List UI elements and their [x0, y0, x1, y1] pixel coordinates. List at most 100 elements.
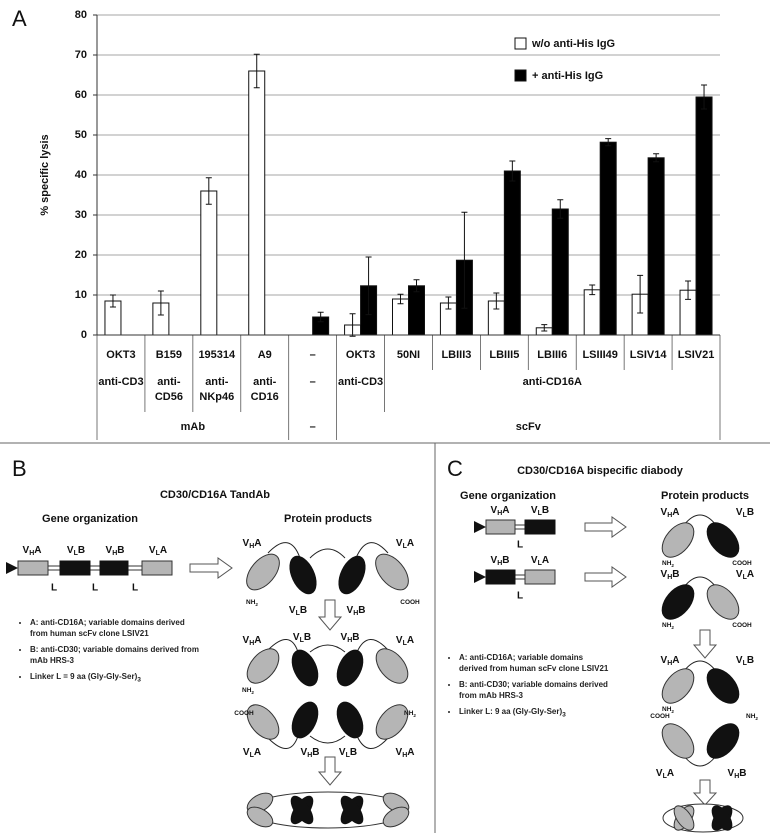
domain-label: VHA — [491, 505, 510, 518]
error-bar — [653, 153, 660, 163]
flow-arrow — [317, 599, 343, 631]
label-part: H — [29, 550, 34, 557]
domain-label: VLA — [736, 569, 754, 582]
label-part: V — [491, 505, 498, 516]
panel-title: CD30/CD16A bispecific diabody — [517, 465, 684, 477]
linker-arc — [309, 548, 346, 559]
domain-label: VLB — [531, 505, 549, 518]
error-bar — [445, 296, 452, 310]
error-bar — [701, 84, 708, 110]
label-part: L — [346, 752, 351, 759]
heading: Gene organization — [42, 513, 138, 525]
format-label: scFv — [515, 421, 541, 433]
domain-label: VHA — [661, 655, 680, 668]
domain-label: VLA — [396, 538, 414, 551]
domain-box — [59, 560, 91, 576]
label-part: V — [531, 505, 538, 516]
target-label-cell: anti-CD16A — [522, 376, 582, 388]
gene-construct — [474, 569, 556, 585]
domain-label: VHA — [243, 635, 262, 648]
label-part: B — [747, 655, 754, 666]
label-part: 2 — [671, 709, 674, 714]
y-axis-label: % specific lysis — [39, 134, 51, 215]
x-tick-label: LBIII6 — [537, 349, 567, 361]
gene-construct — [6, 560, 173, 576]
label-part: NH — [662, 560, 672, 567]
target-label-cell: – — [310, 376, 316, 388]
note: A: anti-CD16A; variable domains derived … — [30, 617, 203, 639]
linker-arc — [683, 514, 717, 526]
label-part: B — [542, 505, 549, 516]
label-part: H — [249, 640, 254, 647]
domain — [661, 522, 695, 558]
domain-box — [524, 519, 556, 535]
terminus-label: COOH — [732, 622, 752, 629]
domain — [290, 795, 314, 825]
target-label-cell: anti-CD16 — [250, 376, 279, 403]
flow-arrow — [584, 516, 627, 538]
bar — [200, 190, 218, 336]
flow-arrow — [692, 779, 718, 806]
flow-arrow — [584, 566, 627, 588]
label-part: H — [353, 610, 358, 617]
label-part: A — [160, 545, 167, 556]
note-text: Linker L = 9 aa (Gly-Gly-Ser) — [30, 672, 138, 681]
label-part: V — [661, 569, 668, 580]
linker-label: L — [517, 540, 523, 551]
domain — [289, 555, 317, 595]
domain-label: VHA — [243, 538, 262, 551]
terminus-label: NH2 — [246, 599, 258, 607]
domain-label: VLA — [531, 555, 549, 568]
target-label: anti-CD16A — [522, 376, 582, 388]
domain — [291, 701, 319, 739]
label-part: COOH — [400, 599, 420, 606]
y-tick-label: 30 — [75, 209, 87, 221]
domain — [706, 668, 740, 704]
label-part: L — [74, 550, 79, 557]
domain-label: VLA — [149, 545, 167, 558]
label-part: 2 — [413, 713, 416, 718]
linker-arc — [309, 644, 346, 653]
label-part: V — [396, 635, 403, 646]
error-bar — [397, 293, 404, 305]
label-part: H — [112, 550, 117, 557]
protein-monomer — [661, 576, 740, 620]
x-tick-label: LSIV14 — [630, 349, 668, 361]
domain — [246, 648, 280, 684]
label-part: V — [243, 747, 250, 758]
label-part: V — [289, 605, 296, 616]
heading: Protein products — [661, 490, 749, 502]
error-bar — [461, 211, 468, 309]
label-part: B — [502, 555, 509, 566]
domain-label: VLA — [396, 635, 414, 648]
protein-dimer — [661, 660, 740, 767]
legend-swatch — [514, 37, 527, 50]
label-part: V — [106, 545, 113, 556]
domain-box — [99, 560, 129, 576]
linker-arc — [683, 755, 717, 767]
format-label: – — [309, 421, 316, 433]
y-tick-label: 10 — [75, 289, 87, 301]
label-part: L — [300, 637, 305, 644]
gene-construct — [474, 519, 556, 535]
label-part: COOH — [732, 560, 752, 567]
label-part: V — [243, 635, 250, 646]
domain-label: VHB — [341, 632, 360, 645]
domain-label: VHA — [661, 507, 680, 520]
x-tick-label: – — [310, 349, 316, 361]
label-part: V — [661, 655, 668, 666]
x-tick-label: LSIV21 — [678, 349, 715, 361]
x-tick-label: OKT3 — [106, 349, 135, 361]
target-label: anti-CD16 — [250, 376, 279, 403]
label-part: H — [249, 543, 254, 550]
label-part: A — [672, 655, 679, 666]
panel-label: A — [12, 6, 27, 31]
domain — [291, 649, 319, 687]
x-tick-label: OKT3 — [346, 349, 375, 361]
note-subscript: 3 — [562, 711, 566, 719]
domain — [711, 805, 733, 831]
domain-box — [17, 560, 49, 576]
label-part: H — [667, 660, 672, 667]
label-part: V — [396, 747, 403, 758]
label-part: L — [156, 550, 161, 557]
